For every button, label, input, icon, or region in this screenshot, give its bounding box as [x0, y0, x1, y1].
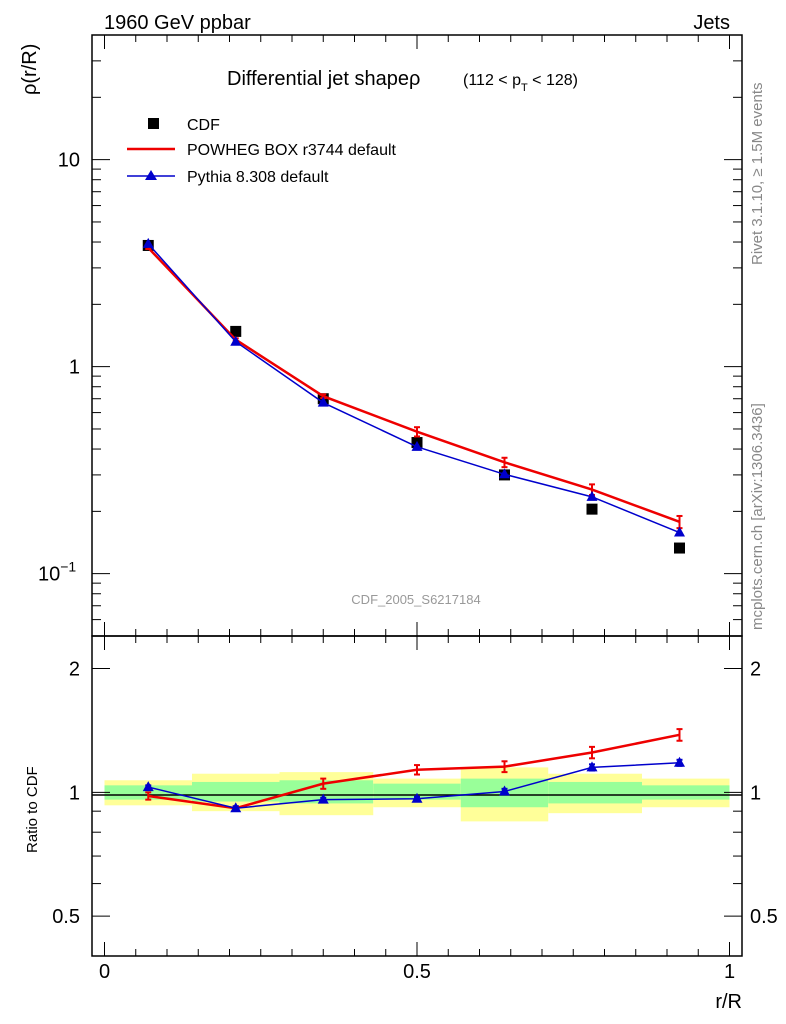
- energy-label: 1960 GeV ppbar: [104, 12, 251, 34]
- pythia-marker: [317, 396, 329, 407]
- cdf-data-point: [674, 542, 685, 554]
- x-tick-label: 0: [99, 961, 110, 983]
- pythia-ratio-marker: [586, 761, 598, 772]
- main-y-axis-label: ρ(r/R): [19, 44, 41, 95]
- chart-title-main: Differential jet shapeρ: [227, 68, 420, 90]
- legend-cdf-label: CDF: [187, 117, 220, 134]
- main-plot-panel: 10−1 1 10 Differential jet shapeρ (112 < p…: [19, 34, 743, 637]
- legend-pythia-label: Pythia 8.308 default: [187, 169, 329, 186]
- ratio-y-tick-label-left: 0.5: [52, 906, 80, 928]
- pythia-ratio-marker: [317, 793, 329, 804]
- ratio-y-tick-label-left: 2: [69, 659, 80, 681]
- legend: CDF POWHEG BOX r3744 default Pythia 8.30…: [127, 117, 397, 186]
- pythia-marker: [142, 237, 154, 248]
- ratio-band-stat: [279, 780, 374, 804]
- mcplots-source-label: mcplots.cern.ch [arXiv:1306.3436]: [749, 403, 766, 630]
- x-tick-label: 1: [724, 961, 735, 983]
- ratio-y-tick-label-right: 0.5: [750, 906, 778, 928]
- main-y-tick-label: 1: [69, 357, 80, 379]
- ratio-band-stat: [548, 781, 642, 804]
- pythia-marker: [499, 468, 510, 479]
- pythia-marker: [230, 335, 242, 346]
- ratio-y-axis-label: Ratio to CDF: [24, 766, 41, 853]
- cdf-data-point: [586, 503, 598, 515]
- rivet-version-label: Rivet 3.1.10, ≥ 1.5M events: [749, 83, 766, 266]
- pythia-marker: [586, 490, 598, 501]
- pythia-ratio-marker: [674, 756, 685, 767]
- pythia-marker: [411, 440, 423, 451]
- pythia-line: [147, 243, 680, 534]
- powheg-line: [147, 246, 680, 524]
- analysis-label: CDF_2005_S6217184: [351, 592, 480, 607]
- chart-title: Differential jet shapeρ: [227, 68, 420, 90]
- pythia-ratio-marker: [499, 785, 510, 796]
- pythia-ratio-marker: [142, 781, 154, 792]
- x-tick-label: 0.5: [403, 961, 431, 983]
- chart-title-range: (112 < pT < 128): [463, 72, 578, 94]
- legend-pythia-marker: [145, 170, 157, 180]
- pythia-marker: [674, 526, 685, 537]
- legend-cdf-marker: [148, 118, 159, 129]
- ratio-y-tick-label-right: 1: [750, 782, 761, 804]
- pythia-ratio-marker: [411, 792, 423, 803]
- legend-powheg-label: POWHEG BOX r3744 default: [187, 142, 397, 159]
- process-label: Jets: [693, 12, 730, 34]
- main-y-tick-label: 10−1: [38, 559, 76, 586]
- ratio-y-tick-label-right: 2: [750, 659, 761, 681]
- pythia-ratio-marker: [230, 802, 242, 813]
- x-axis-label: r/R: [715, 991, 742, 1013]
- ratio-band-stat: [192, 781, 280, 802]
- ratio-band-stat: [642, 785, 730, 800]
- cdf-data-point: [230, 325, 242, 337]
- ratio-y-tick-label-left: 1: [69, 782, 80, 804]
- ratio-plot-panel: 0 0.5 1 0.5 0.5 1 1 2 2 Ratio to CDF r/R: [24, 635, 778, 1013]
- chart-title-subscript: T: [521, 82, 528, 94]
- main-y-tick-label: 10: [58, 150, 80, 172]
